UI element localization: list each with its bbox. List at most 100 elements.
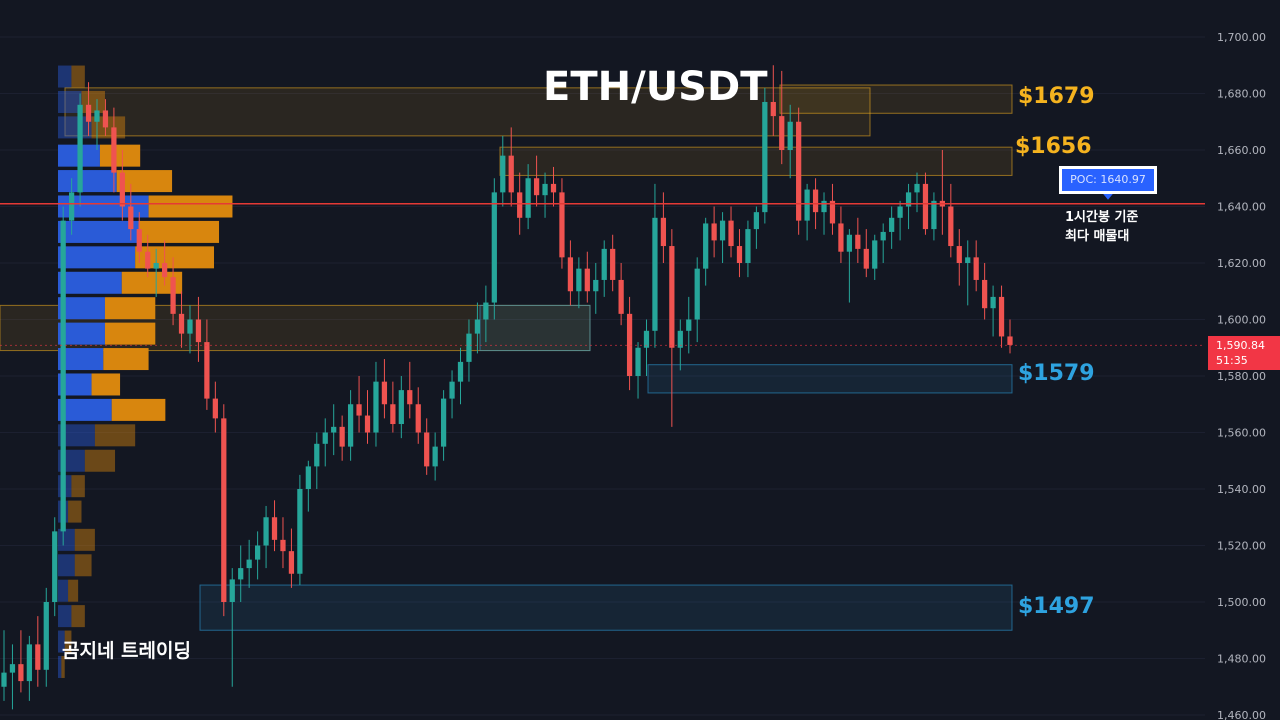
candle-body [804, 189, 810, 221]
candle-body [424, 432, 430, 467]
candle-body [69, 192, 75, 221]
candle-body [466, 333, 472, 362]
candle-body [618, 279, 624, 314]
candle-body [153, 263, 159, 269]
candle-body [1, 672, 7, 687]
candle-body [863, 248, 869, 269]
candle-body [102, 110, 109, 128]
volume-sell-bar [91, 373, 121, 396]
poc-note: 1시간봉 기준 최다 매물대 [1065, 208, 1138, 246]
candle-body [762, 101, 768, 213]
candle-body [212, 398, 218, 419]
candle-body [559, 192, 565, 258]
candle-body [719, 220, 726, 241]
price-tick-label: 1,520.00 [1217, 540, 1266, 553]
candle-body [770, 101, 776, 117]
level-label-1656: $1656 [1015, 134, 1092, 159]
candle-body [229, 579, 235, 602]
current-price: 1,590.84 [1216, 339, 1265, 352]
candle-body [948, 206, 954, 247]
candle-body [787, 121, 793, 150]
candle-body [880, 231, 886, 241]
volume-sell-bar [104, 322, 156, 345]
candle-body [381, 381, 388, 405]
candle-body [128, 206, 134, 230]
price-tick-label: 1,680.00 [1217, 88, 1266, 101]
volume-sell-bar [99, 144, 141, 167]
price-tick-label: 1,480.00 [1217, 653, 1266, 666]
volume-buy-bar [58, 220, 139, 243]
candle-body [204, 342, 210, 399]
candle-body [94, 110, 100, 122]
candle-body [533, 178, 540, 196]
candle-body [1007, 336, 1013, 345]
zone-1497 [199, 584, 1013, 631]
price-tick-label: 1,540.00 [1217, 483, 1266, 496]
volume-sell-bar [138, 220, 220, 243]
candle-body [263, 517, 269, 546]
volume-sell-bar [84, 449, 116, 472]
volume-buy-bar [58, 116, 92, 139]
candle-body [119, 172, 125, 207]
candle-body [821, 200, 827, 213]
volume-buy-bar [58, 246, 136, 269]
price-zones [0, 84, 1013, 631]
candle-body [931, 200, 937, 230]
candle-body [635, 347, 641, 376]
volume-buy-bar [58, 528, 75, 551]
chart-title: ETH/USDT [543, 64, 768, 110]
candle-body [982, 279, 988, 309]
candle-body [669, 246, 675, 348]
candle-body [491, 192, 497, 303]
brand-watermark: 곰지네 트레이딩 [62, 640, 191, 662]
price-tick-label: 1,640.00 [1217, 201, 1266, 214]
price-tick-label: 1,460.00 [1217, 709, 1266, 720]
poc-label: POC: 1640.97 [1059, 166, 1157, 194]
candle-body [288, 551, 295, 574]
volume-sell-bar [91, 116, 126, 139]
candle-body [305, 466, 311, 489]
candle-body [322, 432, 328, 444]
candle-body [474, 319, 481, 334]
candle-body [221, 418, 227, 602]
volume-buy-bar [58, 297, 105, 320]
candle-body [872, 240, 878, 269]
candle-body [195, 319, 202, 343]
volume-sell-bar [94, 424, 136, 447]
volume-buy-bar [58, 90, 82, 113]
candle-body [347, 404, 354, 447]
volume-sell-bar [71, 475, 85, 498]
volume-profile [58, 65, 233, 678]
reference-lines [0, 193, 1205, 346]
volume-buy-bar [58, 65, 72, 88]
candle-body [457, 361, 464, 382]
candle-body [364, 415, 371, 433]
candle-body [339, 426, 345, 447]
candle-body [432, 446, 438, 467]
candle-body [922, 183, 929, 230]
candle-body [567, 257, 574, 292]
candle-body [703, 223, 709, 269]
candle-body [331, 426, 337, 433]
candle-body [914, 183, 920, 193]
candle-body [610, 248, 616, 280]
candle-body [52, 531, 58, 602]
candle-body [508, 155, 514, 193]
poc-note-line1: 1시간봉 기준 [1065, 210, 1139, 225]
volume-sell-bar [68, 500, 82, 523]
candle-body [136, 229, 142, 252]
volume-sell-bar [116, 170, 173, 193]
volume-buy-bar [58, 170, 117, 193]
current-price-tag: 1,590.84 51:35 [1208, 336, 1280, 370]
volume-buy-bar [58, 630, 65, 653]
candle-body [728, 220, 734, 247]
zone-unlabeled-2 [64, 87, 871, 137]
candle-body [483, 302, 489, 320]
candle-body [542, 183, 548, 196]
volume-buy-bar [58, 373, 92, 396]
price-axis[interactable]: 1,700.00 1,680.00 1,660.00 1,640.00 1,620.00… [1217, 31, 1266, 720]
zone-1579 [647, 364, 1013, 394]
volume-buy-bar [58, 195, 149, 218]
candle-body [626, 313, 633, 376]
candle-body [297, 489, 303, 574]
